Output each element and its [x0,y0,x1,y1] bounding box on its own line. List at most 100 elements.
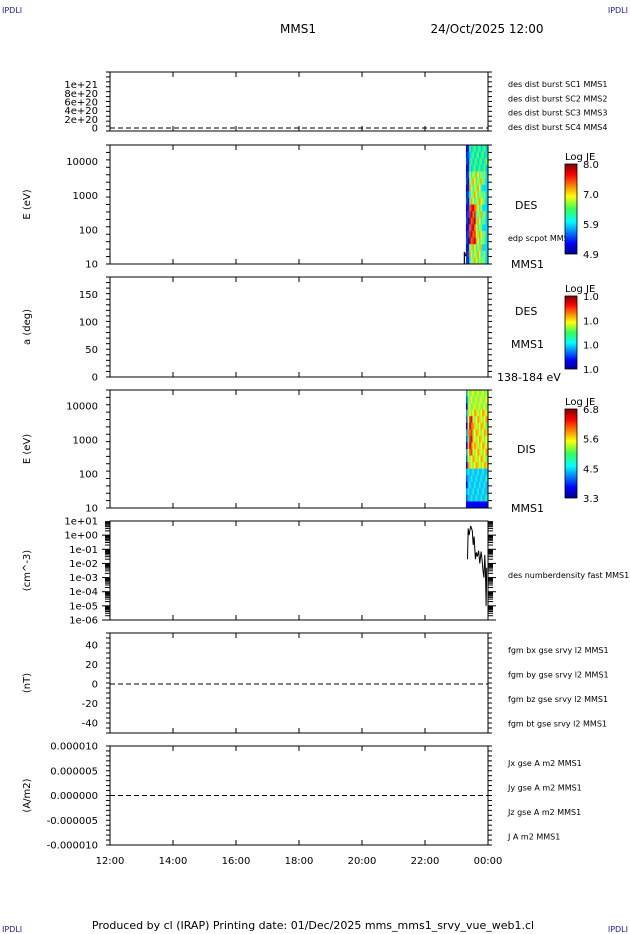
spectrogram-cell [477,488,480,496]
plot-frame [109,276,489,378]
y-tick-label: 100 [79,318,98,329]
time-tick-label: 00:00 [474,856,503,867]
spectrogram-cell [482,145,485,153]
colorbar-tick-label: 1.0 [583,316,599,327]
spectrogram-cell [470,197,473,205]
y-tick-label: 0 [92,680,98,691]
spectrogram-cell [465,416,468,424]
spectrogram-cell [474,435,477,443]
spectrogram-cell [474,145,477,153]
spectrogram-cell [483,237,486,245]
spectrogram-cell [474,501,477,509]
spectrogram-cell [483,475,486,483]
spectrogram-cell [472,468,475,476]
spectrogram-cell [467,178,470,186]
y-tick-label: 0.000005 [50,766,98,777]
spectrogram-cell [469,429,472,437]
spectrogram-cell [485,435,488,443]
spectrogram-cell [469,237,472,245]
spectrogram-cell [483,409,486,417]
spectrogram-cell [472,224,475,232]
spectrogram-cell [485,442,488,450]
y-tick-label: 10000 [66,402,98,413]
spectrogram-cell [482,217,485,225]
spectrogram-cell [472,164,475,172]
spectrogram-cell [470,494,473,502]
spectrogram-cell [472,244,475,252]
spectrogram-cell [465,435,468,443]
spectrogram-cell [478,462,481,470]
spectrogram-cell [474,416,477,424]
spectrogram-cell [477,409,480,417]
spectrogram-cell [465,429,468,437]
spectrogram-cell [465,455,468,463]
y-tick-label: -0.000010 [47,841,98,852]
spectrogram-cell [469,230,472,238]
spectrogram-cell [482,237,485,245]
spectrogram-cell [465,237,468,245]
spectrogram-cell [469,191,472,199]
spectrogram-cell [465,178,468,186]
spectrogram-cell [474,178,477,186]
spectrogram-cell [472,422,475,430]
spectrogram-cell [472,158,475,166]
spectrogram-cell [483,481,486,489]
spectrogram-cell [472,257,475,265]
spectrogram-cell [480,435,483,443]
spectrogram-cell [469,494,472,502]
spectrogram-cell [475,204,478,212]
spectrogram-cell [465,390,468,397]
spectrogram-cell [482,455,485,463]
spacecraft-label: MMS1 [511,338,544,351]
spectrogram-cell [465,230,468,238]
y-tick-label: 4e+20 [64,106,98,117]
spectrogram-cell [480,184,483,192]
spectrogram-cell [475,416,478,424]
legend-entry: Jx gse A m2 MMS1 [507,759,582,768]
spectrogram-cell [467,158,470,166]
spectrogram-cell [485,475,488,483]
spectrogram-cell [482,390,485,397]
spectrogram-cell [469,390,472,397]
y-tick-label: 1e-02 [69,559,98,570]
spectrogram-cell [465,501,468,509]
colorbar [564,163,578,255]
spectrogram-cell [483,455,486,463]
spectrogram-cell [469,257,472,265]
spectrogram-cell [482,244,485,252]
spectrogram-cell [467,403,470,411]
spectrogram-cell [467,250,470,258]
panel-current-density: 0.000010 0.000005 0.000000 -0.000005 -0.0000… [22,742,582,852]
spectrogram-cell [485,237,488,245]
plot-frame [109,632,489,734]
spectrogram-cell [470,462,473,470]
spectrogram-cell [467,501,470,509]
time-tick-label: 14:00 [159,856,188,867]
spectrogram-cell [475,151,478,159]
legend-entry: fgm bt gse srvy l2 MMS1 [508,720,607,729]
spectrogram-cell [482,396,485,404]
density-series-line [467,525,488,606]
spectrogram-cell [477,449,480,456]
spectrogram-cell [475,455,478,463]
spectrogram-cell [470,164,473,172]
spectrogram-cell [480,244,483,252]
y-axis-label: E (eV) [22,189,33,219]
spectrogram-cell [478,449,481,456]
spectrogram-cell [483,501,486,509]
spectrogram-cell [467,481,470,489]
spectrogram-cell [469,442,472,450]
time-tick-label: 18:00 [285,856,314,867]
spectrogram-cell [467,204,470,212]
spectrogram-cell [478,171,481,179]
spectrogram-cell [482,442,485,450]
spectrogram-cell [483,145,486,153]
spectrogram-cell [475,429,478,437]
spectrogram-cell [478,390,481,397]
time-tick-label: 16:00 [222,856,251,867]
spectrogram-cell [465,488,468,496]
spectrogram-cell [478,191,481,199]
spectrogram-cell [477,244,480,252]
spectrogram-cell [474,171,477,179]
